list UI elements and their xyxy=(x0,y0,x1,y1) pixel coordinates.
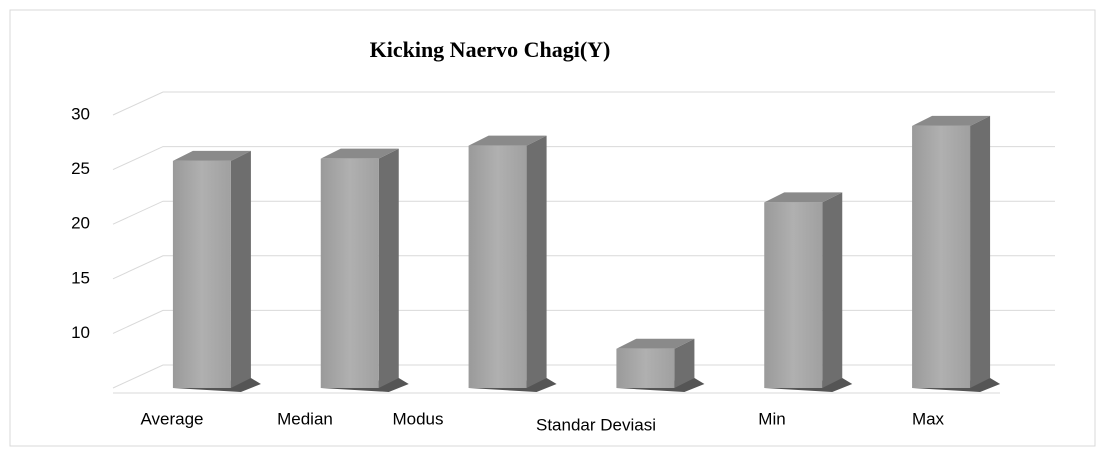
bar-top xyxy=(616,338,695,349)
floor xyxy=(112,364,1055,389)
grid-line xyxy=(112,255,1055,280)
x-tick-label: Standar Deviasi xyxy=(536,415,656,434)
grid-line xyxy=(112,146,1055,171)
bar-side xyxy=(378,148,399,388)
y-tick-label: 25 xyxy=(71,159,90,178)
x-tick-label: Min xyxy=(758,409,785,428)
chart-title: Kicking Naervo Chagi(Y) xyxy=(370,37,611,62)
x-tick-label: Max xyxy=(912,409,945,428)
x-tick-label: Median xyxy=(277,409,333,428)
y-tick-label: 15 xyxy=(71,268,90,287)
bar xyxy=(616,348,675,388)
bar xyxy=(468,145,527,388)
grid-line xyxy=(112,309,1055,334)
bar-top xyxy=(172,150,251,161)
grid-line xyxy=(112,200,1055,225)
bar-top xyxy=(912,115,991,126)
y-tick-label: 10 xyxy=(71,323,90,342)
bar-top xyxy=(320,148,399,159)
bar-side xyxy=(674,338,695,388)
bar-top xyxy=(764,192,843,203)
bar xyxy=(320,158,379,388)
y-tick-label: 30 xyxy=(71,104,90,123)
bar-side xyxy=(526,135,547,388)
bar xyxy=(912,125,971,389)
y-tick-label: 20 xyxy=(71,214,90,233)
x-tick-label: Modus xyxy=(392,409,443,428)
bar xyxy=(172,160,231,388)
x-tick-label: Average xyxy=(140,409,203,428)
bar xyxy=(764,202,823,388)
bar-side xyxy=(230,150,251,388)
bar-top xyxy=(468,135,547,146)
bar-side xyxy=(970,115,991,389)
grid-line xyxy=(112,91,1055,116)
bar-side xyxy=(822,192,843,388)
